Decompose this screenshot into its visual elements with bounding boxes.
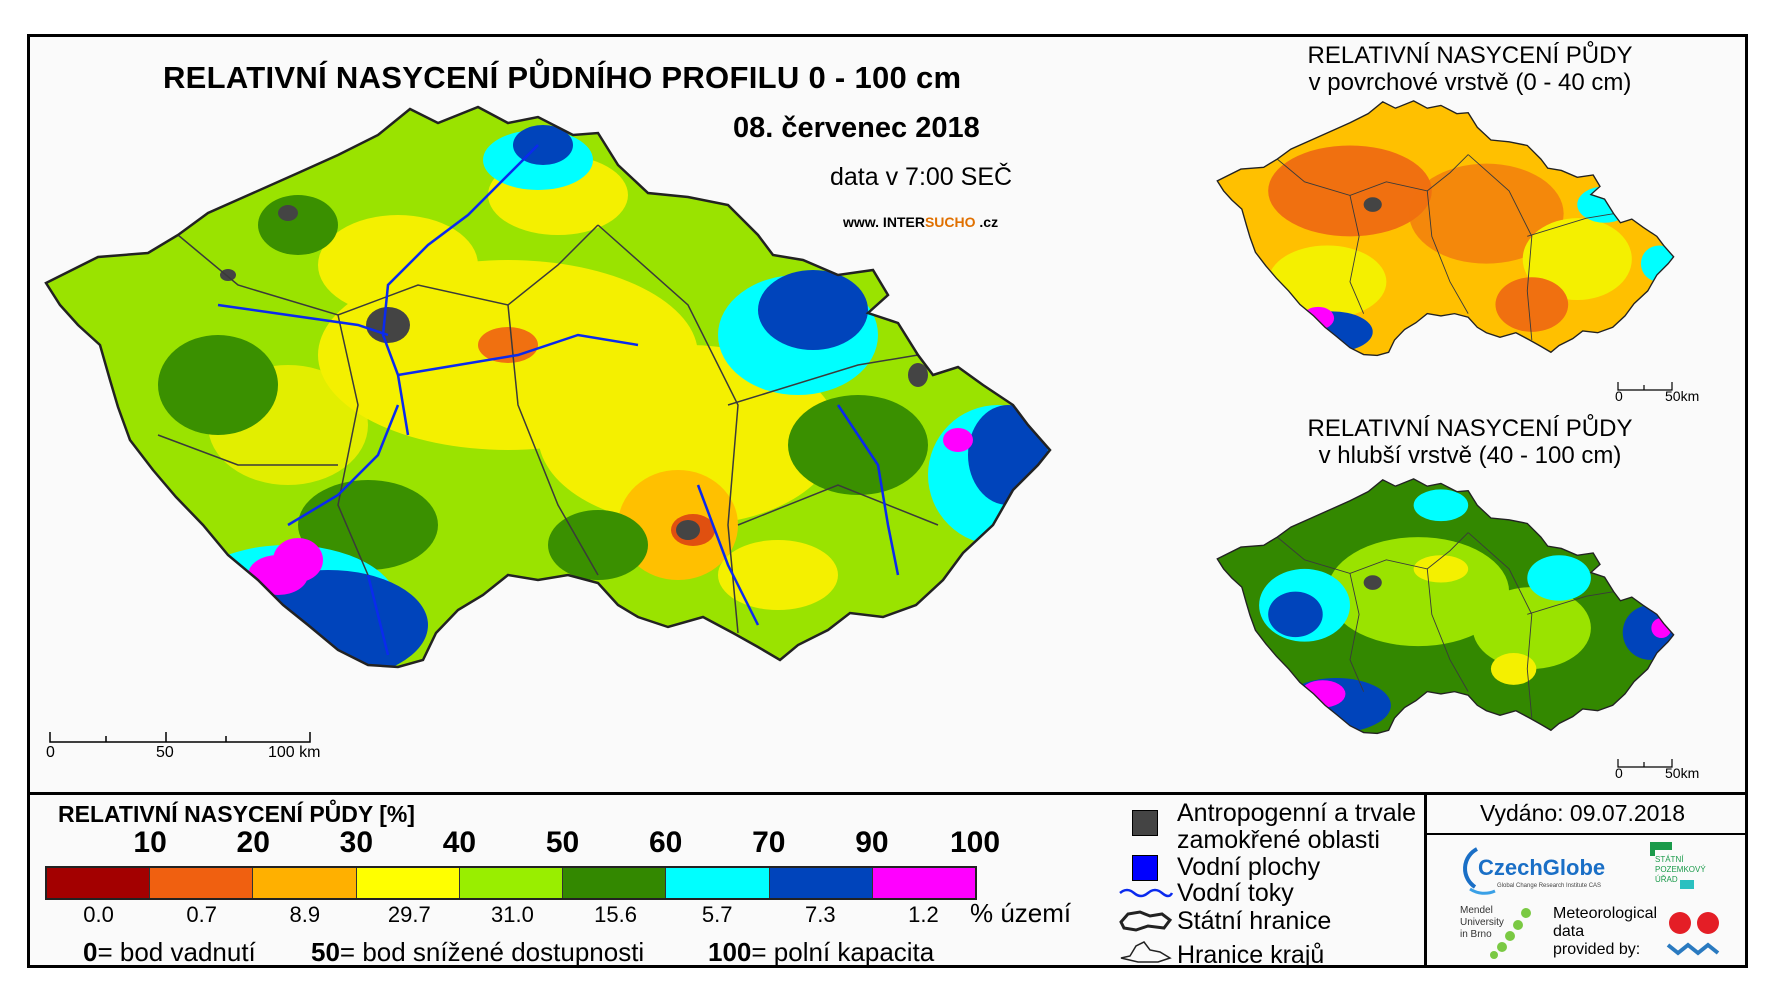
legend-threshold-10: 10 — [133, 826, 167, 859]
chmi-logo-icon — [1666, 912, 1720, 956]
website-link[interactable]: www. INTERSUCHO .cz — [843, 214, 999, 230]
legend-class-4 — [458, 868, 563, 898]
legend-threshold-40: 40 — [442, 826, 477, 859]
czechglobe-name: CzechGlobe — [1478, 855, 1606, 880]
surface-scale-label-0: 0 — [1615, 388, 1623, 404]
legend-class-0 — [47, 868, 150, 898]
legend-share-0: 0.0 — [83, 902, 114, 927]
legend-divider — [27, 792, 1748, 795]
deep-scale-label-0: 0 — [1615, 765, 1623, 781]
legend-share-8: 1.2 — [908, 902, 939, 927]
legend-threshold-50: 50 — [545, 826, 580, 859]
czechglobe-logo — [1463, 847, 1496, 895]
data-time: data v 7:00 SEČ — [830, 163, 1013, 191]
main-scale-bar — [49, 732, 311, 743]
surface-scale-label-50: 50km — [1665, 388, 1700, 404]
anthropogenic-label: Antropogenní a trvale zamokřené oblasti — [1177, 799, 1417, 854]
legend-threshold-70: 70 — [752, 826, 786, 859]
legend-share-7: 7.3 — [805, 902, 836, 927]
legend-threshold-100: 100 — [949, 826, 1001, 859]
region-border-label: Hranice krajů — [1177, 941, 1325, 969]
spu-logo-icon — [1650, 842, 1694, 889]
legend-class-2 — [252, 868, 356, 898]
mendel-logo-text: Mendel University in Brno — [1460, 905, 1504, 940]
definition-reduced-availability: 50= bod snížené dostupnosti — [311, 937, 645, 967]
surface-map-title: RELATIVNÍ NASYCENÍ PŮDY v povrchové vrst… — [1307, 42, 1633, 96]
legend-share-1: 0.7 — [186, 902, 217, 927]
credits-divider-horizontal — [1424, 833, 1748, 835]
spu-logo-text: STÁTNÍ POZEMKOVÝ ÚŘAD — [1655, 855, 1706, 884]
legend-color-bar — [45, 866, 977, 900]
surface-scale-bar — [1617, 382, 1673, 391]
region-border-icon — [1120, 941, 1172, 963]
state-border-label: Státní hranice — [1177, 907, 1332, 935]
legend-threshold-60: 60 — [648, 826, 683, 859]
surface-map — [1216, 100, 1675, 357]
legend-class-5 — [562, 868, 666, 898]
main-scale-label-0: 0 — [46, 744, 55, 761]
legend-class-8 — [871, 868, 975, 898]
river-line-icon — [1119, 888, 1174, 898]
state-border-icon — [1119, 910, 1173, 932]
deep-scale-label-50: 50km — [1665, 765, 1700, 781]
legend-threshold-90: 90 — [855, 826, 889, 859]
definition-wilting-point: 0= bod vadnutí — [83, 937, 256, 967]
legend-threshold-20: 20 — [236, 826, 270, 859]
deep-map — [1216, 478, 1675, 735]
main-map — [44, 105, 1052, 669]
mendel-logo-icon — [1490, 908, 1531, 959]
issued-date: Vydáno: 09.07.2018 — [1480, 800, 1686, 826]
share-unit-label: % území — [970, 898, 1072, 928]
czechglobe-subtitle: Global Change Research Institute CAS — [1497, 883, 1602, 889]
legend-class-6 — [665, 868, 769, 898]
water-body-label: Vodní plochy — [1177, 853, 1321, 881]
deep-map-title: RELATIVNÍ NASYCENÍ PŮDY v hlubší vrstvě … — [1307, 415, 1633, 469]
map-date: 08. červenec 2018 — [733, 112, 980, 144]
legend-class-7 — [768, 868, 872, 898]
meteo-credit: Meteorological data provided by: — [1553, 905, 1658, 958]
anthropogenic-swatch — [1132, 810, 1158, 836]
legend-share-6: 5.7 — [701, 902, 733, 927]
deep-scale-bar — [1617, 759, 1673, 768]
river-label: Vodní toky — [1177, 879, 1294, 907]
legend-share-2: 8.9 — [289, 902, 321, 927]
credits-divider-vertical — [1424, 794, 1427, 968]
legend-class-3 — [355, 868, 459, 898]
water-body-swatch — [1132, 855, 1158, 881]
map-title: RELATIVNÍ NASYCENÍ PŮDNÍHO PROFILU 0 - 1… — [163, 60, 962, 95]
definition-field-capacity: 100= polní kapacita — [708, 937, 935, 967]
main-scale-label-50: 50 — [156, 744, 174, 761]
legend-share-3: 29.7 — [387, 902, 431, 927]
legend-title: RELATIVNÍ NASYCENÍ PŮDY [%] — [58, 801, 415, 827]
legend-threshold-30: 30 — [339, 826, 374, 859]
legend-class-1 — [149, 868, 253, 898]
legend-share-4: 31.0 — [491, 902, 534, 927]
legend-share-5: 15.6 — [594, 902, 637, 927]
main-scale-label-100: 100 km — [268, 744, 321, 761]
